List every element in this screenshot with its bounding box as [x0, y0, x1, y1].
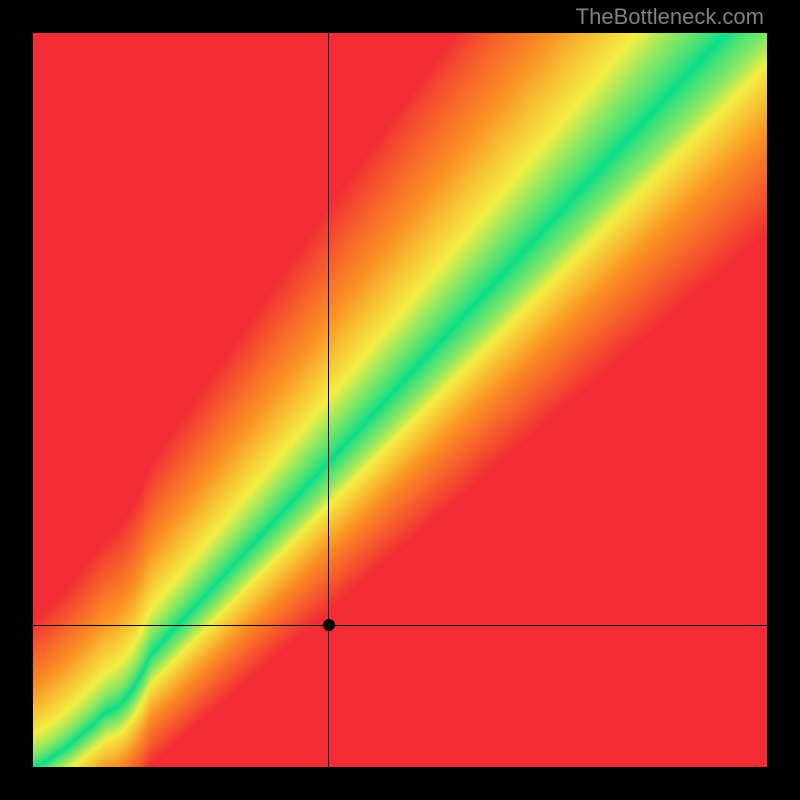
watermark-text: TheBottleneck.com [576, 4, 764, 30]
heatmap-canvas [33, 33, 767, 767]
crosshair-horizontal [33, 625, 767, 626]
data-point-marker [323, 619, 335, 631]
crosshair-vertical [328, 33, 329, 767]
heatmap-plot [33, 33, 767, 767]
